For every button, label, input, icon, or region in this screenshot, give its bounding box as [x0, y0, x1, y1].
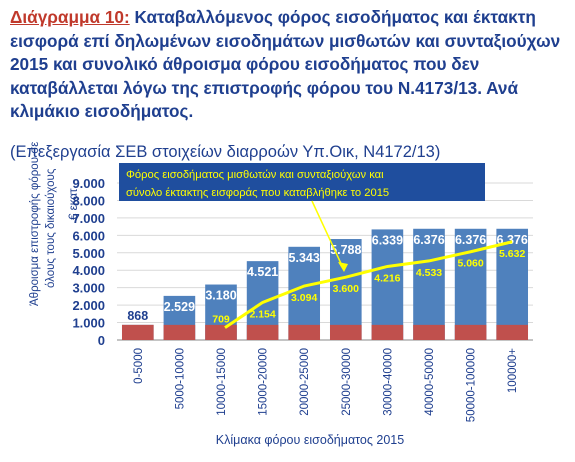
bar-value-label: 868: [127, 309, 148, 323]
line-value-label: 709: [212, 314, 230, 326]
x-tick-label: 30000-40000: [382, 348, 394, 416]
x-axis-title: Κλίμακα φόρου εισοδήματος 2015: [216, 433, 404, 447]
y-tick-label: 6.000: [72, 228, 105, 243]
bar-value-label: 6.376: [413, 233, 444, 247]
x-tick-label-group: 15000-20000: [258, 348, 270, 416]
bar-base: [454, 324, 487, 340]
y-unit-label: € εκατ.: [68, 185, 80, 220]
bar: [413, 228, 445, 340]
title-text: Καταβαλλόμενος φόρος εισοδήματος και έκτ…: [10, 7, 561, 121]
bar-base: [288, 324, 321, 340]
line-value-label: 3.094: [291, 292, 317, 304]
bar-value-label: 4.521: [247, 265, 278, 279]
y-tick-label: 1.000: [72, 316, 105, 331]
bar-base: [329, 324, 362, 340]
chart-subtitle: (Επεξεργασία ΣΕΒ στοιχείων διαρροών Υπ.Ο…: [10, 143, 441, 161]
y-tick-label: 3.000: [72, 281, 105, 296]
line-value-label: 2.154: [249, 308, 275, 320]
x-tick-label-group: 10000-15000: [216, 348, 228, 416]
x-tick-label-group: 5000-10000: [174, 348, 186, 409]
line-value-label: 4.216: [374, 272, 400, 284]
y-tick-label: 2.000: [72, 298, 105, 313]
bar-base: [121, 324, 154, 340]
bar-base: [246, 324, 279, 340]
bar-value-label: 5.343: [289, 251, 320, 265]
x-tick-label: 50000-100000: [466, 348, 478, 422]
x-tick-label-group: 100000+: [507, 348, 519, 393]
x-tick-label-group: 20000-25000: [299, 348, 311, 416]
x-tick-label: 40000-50000: [424, 348, 436, 416]
diagram-number: Διάγραμμα 10:: [10, 7, 130, 27]
bar: [454, 228, 487, 340]
bar-base: [496, 324, 529, 340]
series-line: [224, 240, 513, 329]
x-tick-label-group: 30000-40000: [382, 348, 394, 416]
y-unit-text: € εκατ.: [68, 185, 80, 220]
y-axis-title-line: Άθροισμα επιστροφής φόρου σε: [29, 142, 41, 306]
callout-arrowhead: [338, 262, 348, 272]
bar: [329, 239, 362, 340]
x-tick-label: 100000+: [507, 348, 519, 393]
callout-box: [119, 163, 485, 201]
bar-value-label: 6.339: [372, 233, 403, 247]
y-tick-label: 4.000: [72, 263, 105, 278]
y-tick-label: 5.000: [72, 246, 105, 261]
x-tick-label: 15000-20000: [258, 348, 270, 416]
bar: [496, 228, 529, 340]
bar-base: [413, 324, 445, 340]
y-tick-label: 9.000: [72, 176, 105, 191]
bar: [371, 229, 404, 340]
x-tick-label-group: 50000-100000: [466, 348, 478, 422]
chart-title: Διάγραμμα 10: Καταβαλλόμενος φόρος εισοδ…: [10, 6, 570, 124]
bar-base: [205, 324, 237, 340]
x-tick-label: 0-5000: [133, 348, 145, 384]
callout-text-line: Φόρος εισοδήματος μισθωτών και συνταξιού…: [126, 169, 384, 181]
callout-text-line: σύνολο έκτακτης εισφοράς που καταβλήθηκε…: [126, 187, 389, 199]
y-tick-label: 8.000: [72, 193, 105, 208]
y-tick-label: 0: [98, 333, 105, 348]
bar-value-label: 5.788: [330, 243, 361, 257]
x-tick-label: 5000-10000: [174, 348, 186, 409]
line-value-label: 5.632: [499, 248, 525, 260]
x-tick-label-group: 25000-30000: [341, 348, 353, 416]
bar-value-label: 3.180: [205, 289, 236, 303]
x-tick-label-group: 0-5000: [133, 348, 145, 384]
bar-base: [371, 324, 404, 340]
x-tick-label-group: 40000-50000: [424, 348, 436, 416]
bar-value-label: 6.376: [455, 233, 486, 247]
y-axis-title: Άθροισμα επιστροφής φόρου σε όλους τους δ…: [29, 142, 57, 306]
x-tick-label: 20000-25000: [299, 348, 311, 416]
callout-pointer: [311, 200, 345, 271]
bar-value-label: 2.529: [164, 300, 195, 314]
line-value-label: 4.533: [416, 267, 442, 279]
y-tick-label: 7.000: [72, 211, 105, 226]
y-axis-title-line: όλους τους δικαιούχους: [45, 168, 57, 288]
line-value-label: 5.060: [457, 258, 483, 270]
bar: [288, 246, 321, 340]
bar-base: [163, 324, 196, 340]
x-tick-label: 25000-30000: [341, 348, 353, 416]
line-value-label: 3.600: [333, 283, 359, 295]
x-tick-label: 10000-15000: [216, 348, 228, 416]
